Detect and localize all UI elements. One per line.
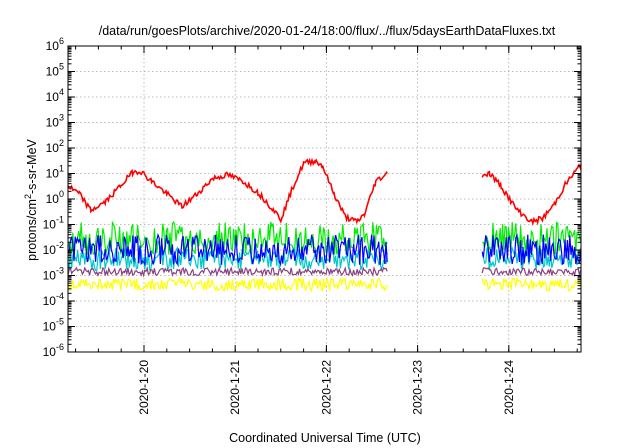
y-axis-title: protons/cm2-s-sr-MeV (23, 138, 39, 260)
y-tick-label: 106 (46, 36, 64, 53)
flux-series-line (67, 232, 388, 267)
x-tick-label: 2020-1-24 (502, 360, 516, 415)
y-tick-label: 10-3 (43, 266, 64, 283)
flux-series-line (67, 245, 388, 272)
x-tick-label: 2020-1-23 (411, 360, 425, 415)
axis-ticks (68, 45, 581, 353)
flux-series-line (67, 265, 388, 278)
y-tick-label: 101 (46, 164, 64, 181)
flux-series-line (481, 267, 582, 278)
y-tick-labels: 10-6 10-5 10-4 10-3 10-2 10-1 100 101 102 103 104 1… (43, 36, 64, 359)
x-tick-label: 2020-1-22 (319, 360, 333, 415)
y-tick-label: 10-1 (43, 215, 64, 232)
flux-series-line (481, 233, 582, 266)
flux-series-line (67, 276, 388, 293)
grid-lines (68, 46, 581, 352)
y-tick-label: 10-6 (43, 342, 64, 359)
y-tick-label: 105 (46, 62, 64, 79)
chart-title: /data/run/goesPlots/archive/2020-01-24/1… (99, 24, 556, 38)
x-tick-label: 2020-1-20 (137, 360, 151, 415)
x-axis-title: Coordinated Universal Time (UTC) (229, 431, 421, 445)
red-flux-series-line (67, 157, 388, 225)
y-tick-label: 103 (46, 113, 64, 130)
x-tick-label: 2020-1-21 (228, 360, 242, 415)
y-tick-label: 100 (46, 189, 64, 206)
series-layer (67, 157, 582, 293)
x-tick-labels: 2020-1-20 2020-1-21 2020-1-22 2020-1-23 2020… (137, 360, 516, 415)
y-tick-label: 10-2 (43, 240, 64, 257)
y-tick-label: 104 (46, 87, 64, 104)
y-tick-label: 10-5 (43, 317, 64, 334)
flux-series-line (481, 276, 582, 293)
y-tick-label: 102 (46, 138, 64, 155)
red-flux-series-line (481, 163, 582, 227)
y-tick-label: 10-4 (43, 291, 64, 308)
